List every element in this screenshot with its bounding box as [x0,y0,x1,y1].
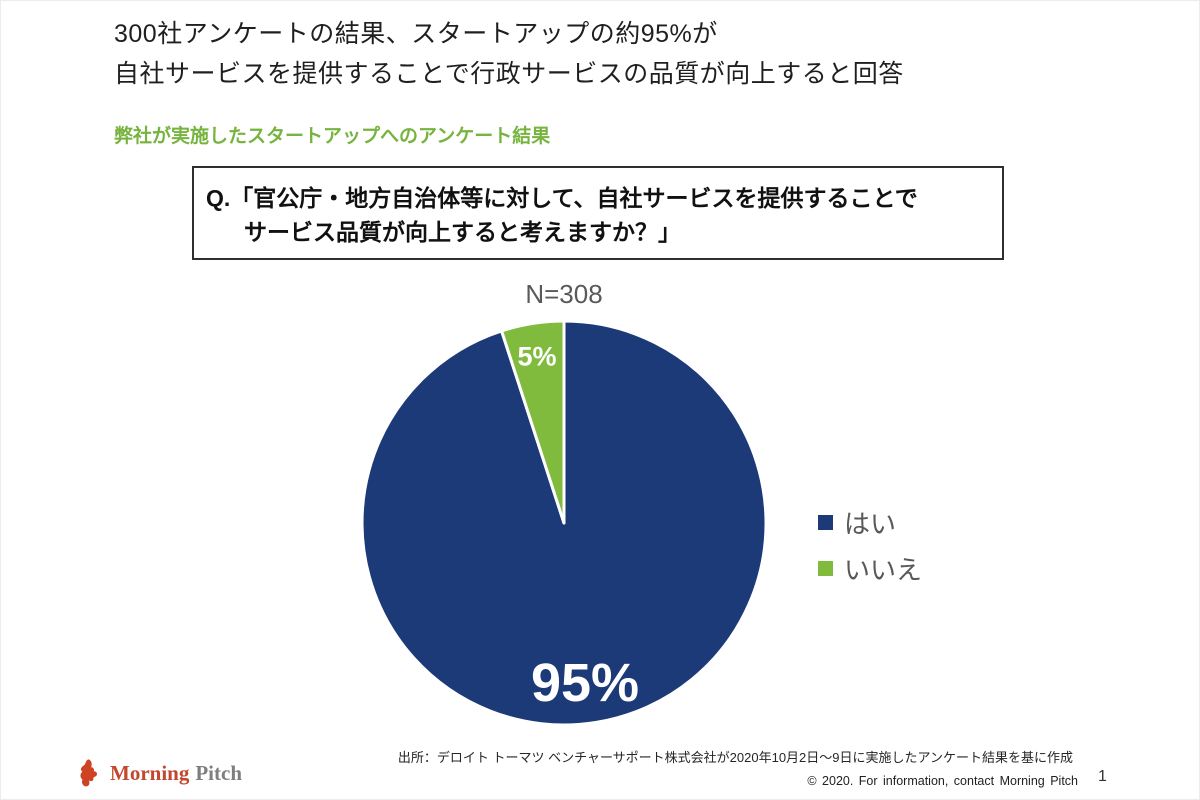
question-box: Q.「官公庁・地方自治体等に対して、自社サービスを提供することで サービス品質が… [192,166,1004,260]
question-line-2: サービス品質が向上すると考えますか？」 [244,219,681,245]
legend-swatch-yes [818,514,833,530]
pie-chart-area: 95% 5% [354,313,774,733]
page-number: 1 [1098,768,1107,785]
legend-label-yes: はい [844,508,897,539]
source-note: 出所：デロイト トーマツ ベンチャーサポート株式会社が2020年10月2日～9日… [397,750,1073,765]
sample-size-label: N=308 [525,279,603,309]
chart-legend: はい いいえ [818,503,922,587]
slide-title: 300社アンケートの結果、スタートアップの約95%が 自社サービスを提供すること… [114,14,904,94]
logo-word-morning: Morning [110,761,190,785]
legend-item-yes: はい [818,503,922,541]
pie-chart [360,319,768,727]
legend-label-no: いいえ [844,554,923,585]
title-line-2: 自社サービスを提供することで行政サービスの品質が向上すると回答 [114,60,904,88]
legend-swatch-no [818,560,833,576]
pie-slice-no [500,319,566,525]
slide-subtitle: 弊社が実施したスタートアップへのアンケート結果 [114,126,551,147]
copyright-note: © 2020. For information, contact Morning… [807,774,1078,788]
pie-slice-label-yes: 95% [530,653,640,713]
morning-pitch-flame-icon [80,759,98,787]
question-line-1: Q.「官公庁・地方自治体等に対して、自社サービスを提供することで [206,185,918,211]
morning-pitch-logo: Morning Pitch [78,758,242,789]
legend-item-no: いいえ [818,549,922,587]
logo-word-pitch: Pitch [195,761,242,785]
pie-slice-label-no: 5% [517,341,557,372]
title-line-1: 300社アンケートの結果、スタートアップの約95%が [114,20,718,48]
